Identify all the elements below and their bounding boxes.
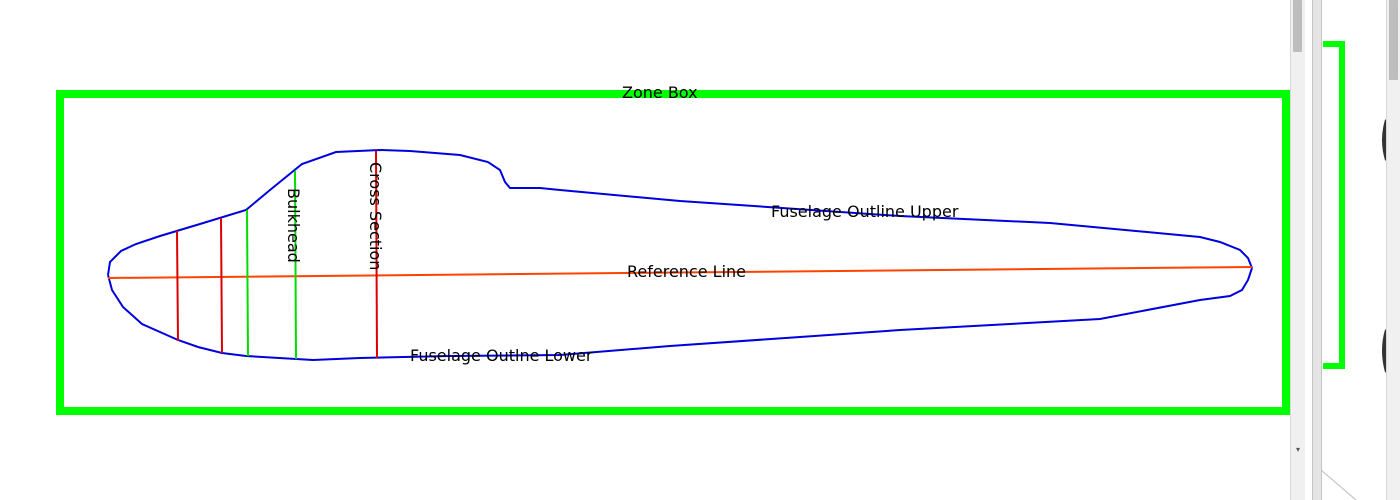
outline-upper-label: Fuselage Outline Upper xyxy=(771,202,959,221)
panel-splitter[interactable] xyxy=(1312,0,1322,500)
side-vertical-scrollbar[interactable] xyxy=(1386,0,1400,500)
main-vertical-scrollbar[interactable]: ▾ xyxy=(1290,0,1305,500)
drawing-canvas[interactable]: Zone Box Fuselage Outline Upper Referenc… xyxy=(0,0,1290,500)
zone-box-preview xyxy=(1323,41,1345,369)
cross-section-line[interactable] xyxy=(375,150,378,359)
cross-section-label: Cross Section xyxy=(366,162,385,270)
zone-box[interactable] xyxy=(56,90,1290,415)
fuselage-outline-lower[interactable] xyxy=(107,267,1253,362)
zone-box-label: Zone Box xyxy=(622,83,698,102)
outline-lower-label: Fuselage Outlne Lower xyxy=(410,346,593,365)
fuselage-outline-upper[interactable] xyxy=(107,148,1253,276)
cross-section-line[interactable] xyxy=(220,217,223,354)
bulkhead-line[interactable] xyxy=(294,170,297,360)
outline-preview-corner xyxy=(1321,469,1357,500)
scrollbar-thumb[interactable] xyxy=(1293,0,1302,52)
scroll-down-arrow-icon[interactable]: ▾ xyxy=(1295,445,1300,454)
side-scrollbar-thumb[interactable] xyxy=(1389,0,1398,80)
reference-line-label: Reference Line xyxy=(627,262,746,281)
bulkhead-label: Bulkhead xyxy=(284,188,303,263)
reference-line[interactable] xyxy=(107,266,1253,279)
bulkhead-line[interactable] xyxy=(246,209,249,357)
cross-section-line[interactable] xyxy=(176,230,179,342)
